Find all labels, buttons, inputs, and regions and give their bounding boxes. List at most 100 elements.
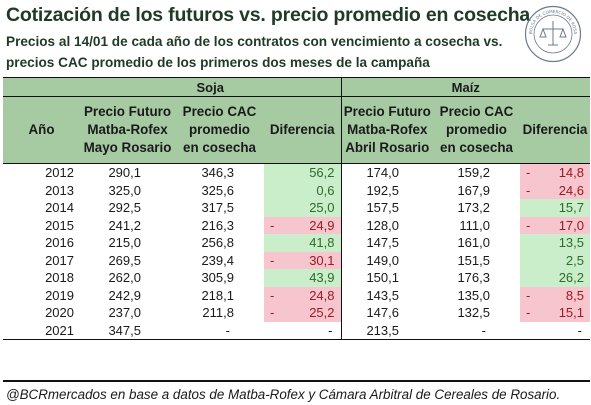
- footer-source: @BCRmercados en base a datos de Matba-Ro…: [6, 387, 561, 402]
- negative-sign: -: [526, 287, 531, 303]
- footer-divider: [3, 380, 590, 382]
- maiz-cac-cell: 132,5: [457, 305, 490, 320]
- maiz-diff-cell: -14,8: [520, 163, 590, 182]
- bcr-seal-logo: BOLSA DE COMERCIO DE ROSARIO: [524, 5, 582, 63]
- maiz-cac-cell: -: [433, 321, 520, 340]
- header-year: Año: [3, 96, 80, 164]
- soja-future-cell: 215,0: [108, 235, 141, 250]
- maiz-future-cell: 174,0: [340, 163, 433, 182]
- table-row: 2013 325,0 325,6 0,6 192,5 167,9 -24,6: [3, 181, 590, 199]
- negative-sign: -: [270, 252, 275, 268]
- table-row: 2014 292,5 317,5 25,0 157,5 173,2 15,7: [3, 199, 590, 217]
- soja-diff-cell: -30,1: [264, 251, 341, 269]
- maiz-future-cell: 147,5: [340, 234, 433, 252]
- table-row: 2021 347,5- -213,5- -: [3, 321, 590, 340]
- soja-diff-cell: 25,0: [264, 199, 341, 217]
- maiz-cac-cell: 151,5: [457, 252, 490, 268]
- soja-cac-cell: 346,3: [201, 165, 234, 180]
- maiz-diff-cell: -8,5: [520, 286, 590, 304]
- year-cell: 2018: [45, 270, 74, 285]
- soja-diff-cell: 41,8: [264, 234, 341, 252]
- page-title: Cotización de los futuros vs. precio pro…: [6, 4, 531, 26]
- negative-sign: -: [526, 217, 531, 233]
- year-cell: 2021: [3, 321, 80, 340]
- soja-future-cell: 347,5: [80, 321, 175, 340]
- maiz-cac-cell: 173,2: [457, 200, 490, 215]
- soja-cac-cell: 317,5: [201, 200, 234, 215]
- soja-diff-cell: 56,2: [264, 163, 341, 182]
- soja-diff-cell: 0,6: [264, 181, 341, 199]
- maiz-future-cell: 128,0: [340, 216, 433, 234]
- year-cell: 2015: [45, 217, 74, 233]
- year-cell: 2016: [45, 235, 74, 250]
- maiz-future-cell: 147,6: [340, 304, 433, 322]
- header-soja-diff: Diferencia: [264, 96, 341, 164]
- maiz-future-cell: 150,1: [340, 269, 433, 287]
- negative-sign: -: [526, 165, 531, 180]
- maiz-diff-cell: 26,2: [520, 269, 590, 287]
- futures-table: Soja Maíz Año Precio Futuro Matba-Rofex …: [3, 77, 590, 340]
- group-soja: Soja: [80, 77, 341, 97]
- header-soja-future: Precio Futuro Matba-Rofex Mayo Rosario: [80, 96, 175, 164]
- maiz-diff-cell: -15,1: [520, 304, 590, 322]
- year-cell: 2020: [45, 305, 74, 320]
- maiz-future-cell: 192,5: [340, 181, 433, 199]
- soja-future-cell: 242,9: [108, 287, 141, 303]
- maiz-diff-cell: -24,6: [520, 181, 590, 199]
- maiz-future-cell: 143,5: [340, 286, 433, 304]
- soja-cac-cell: 239,4: [201, 252, 234, 268]
- soja-future-cell: 292,5: [108, 200, 141, 215]
- group-empty: [3, 77, 80, 97]
- year-cell: 2014: [45, 200, 74, 215]
- soja-diff-cell: -24,8: [264, 286, 341, 304]
- soja-diff-cell: -24,9: [264, 216, 341, 234]
- maiz-cac-cell: 161,0: [457, 235, 490, 250]
- table-row: 2020 237,0 211,8 -25,2 147,6 132,5 -15,1: [3, 304, 590, 322]
- table-row: 2017 269,5 239,4 -30,1 149,0 151,5 2,5: [3, 251, 590, 269]
- maiz-future-cell: 149,0: [340, 251, 433, 269]
- year-cell: 2017: [45, 252, 74, 268]
- svg-text:BOLSA DE COMERCIO DE ROSARIO: BOLSA DE COMERCIO DE ROSARIO: [524, 5, 578, 34]
- maiz-diff-cell: 15,7: [520, 199, 590, 217]
- soja-future-cell: 269,5: [108, 252, 141, 268]
- maiz-diff-cell: 13,5: [520, 234, 590, 252]
- maiz-diff-cell: 2,5: [520, 251, 590, 269]
- negative-sign: -: [526, 305, 531, 320]
- soja-cac-cell: 325,6: [201, 182, 234, 198]
- table-row: 2015 241,2 216,3 -24,9 128,0 111,0 -17,0: [3, 216, 590, 234]
- header-maiz-cac: Precio CAC promedio en cosecha: [433, 96, 520, 164]
- group-maiz: Maíz: [340, 77, 590, 97]
- maiz-diff-cell: -: [520, 321, 590, 340]
- maiz-future-cell: 213,5: [340, 321, 433, 340]
- seal-text: BOLSA DE COMERCIO DE ROSARIO: [524, 5, 578, 34]
- negative-sign: -: [270, 305, 275, 320]
- soja-cac-cell: 216,3: [201, 217, 234, 233]
- soja-future-cell: 241,2: [108, 217, 141, 233]
- soja-cac-cell: 211,8: [202, 305, 234, 320]
- year-cell: 2013: [45, 182, 74, 198]
- soja-cac-cell: 305,9: [201, 270, 234, 285]
- table-row: 2018 262,0 305,9 43,9 150,1 176,3 26,2: [3, 269, 590, 287]
- negative-sign: -: [526, 182, 531, 198]
- table-row: 2012 290,1 346,3 56,2 174,0 159,2 -14,8: [3, 163, 590, 182]
- subtitle-line-1: Precios al 14/01 de cada año de los cont…: [6, 34, 503, 49]
- maiz-diff-cell: -17,0: [520, 216, 590, 234]
- maiz-cac-cell: 159,2: [457, 165, 490, 180]
- soja-future-cell: 237,0: [108, 305, 141, 320]
- header-soja-cac: Precio CAC promedio en cosecha: [175, 96, 264, 164]
- year-cell: 2012: [45, 165, 74, 180]
- table-row: 2019 242,9 218,1 -24,8 143,5 135,0 -8,5: [3, 286, 590, 304]
- maiz-cac-cell: 176,3: [457, 270, 490, 285]
- maiz-future-cell: 157,5: [340, 199, 433, 217]
- negative-sign: -: [270, 287, 275, 303]
- maiz-cac-cell: 111,0: [459, 217, 490, 233]
- soja-diff-cell: -: [264, 321, 341, 340]
- soja-cac-cell: 256,8: [201, 235, 234, 250]
- maiz-cac-cell: 135,0: [457, 287, 490, 303]
- negative-sign: -: [270, 217, 275, 233]
- soja-future-cell: 262,0: [108, 270, 141, 285]
- soja-cac-cell: 218,1: [201, 287, 234, 303]
- table-row: 2016 215,0 256,8 41,8 147,5 161,0 13,5: [3, 234, 590, 252]
- header-maiz-diff: Diferencia: [520, 96, 590, 164]
- soja-future-cell: 290,1: [108, 165, 141, 180]
